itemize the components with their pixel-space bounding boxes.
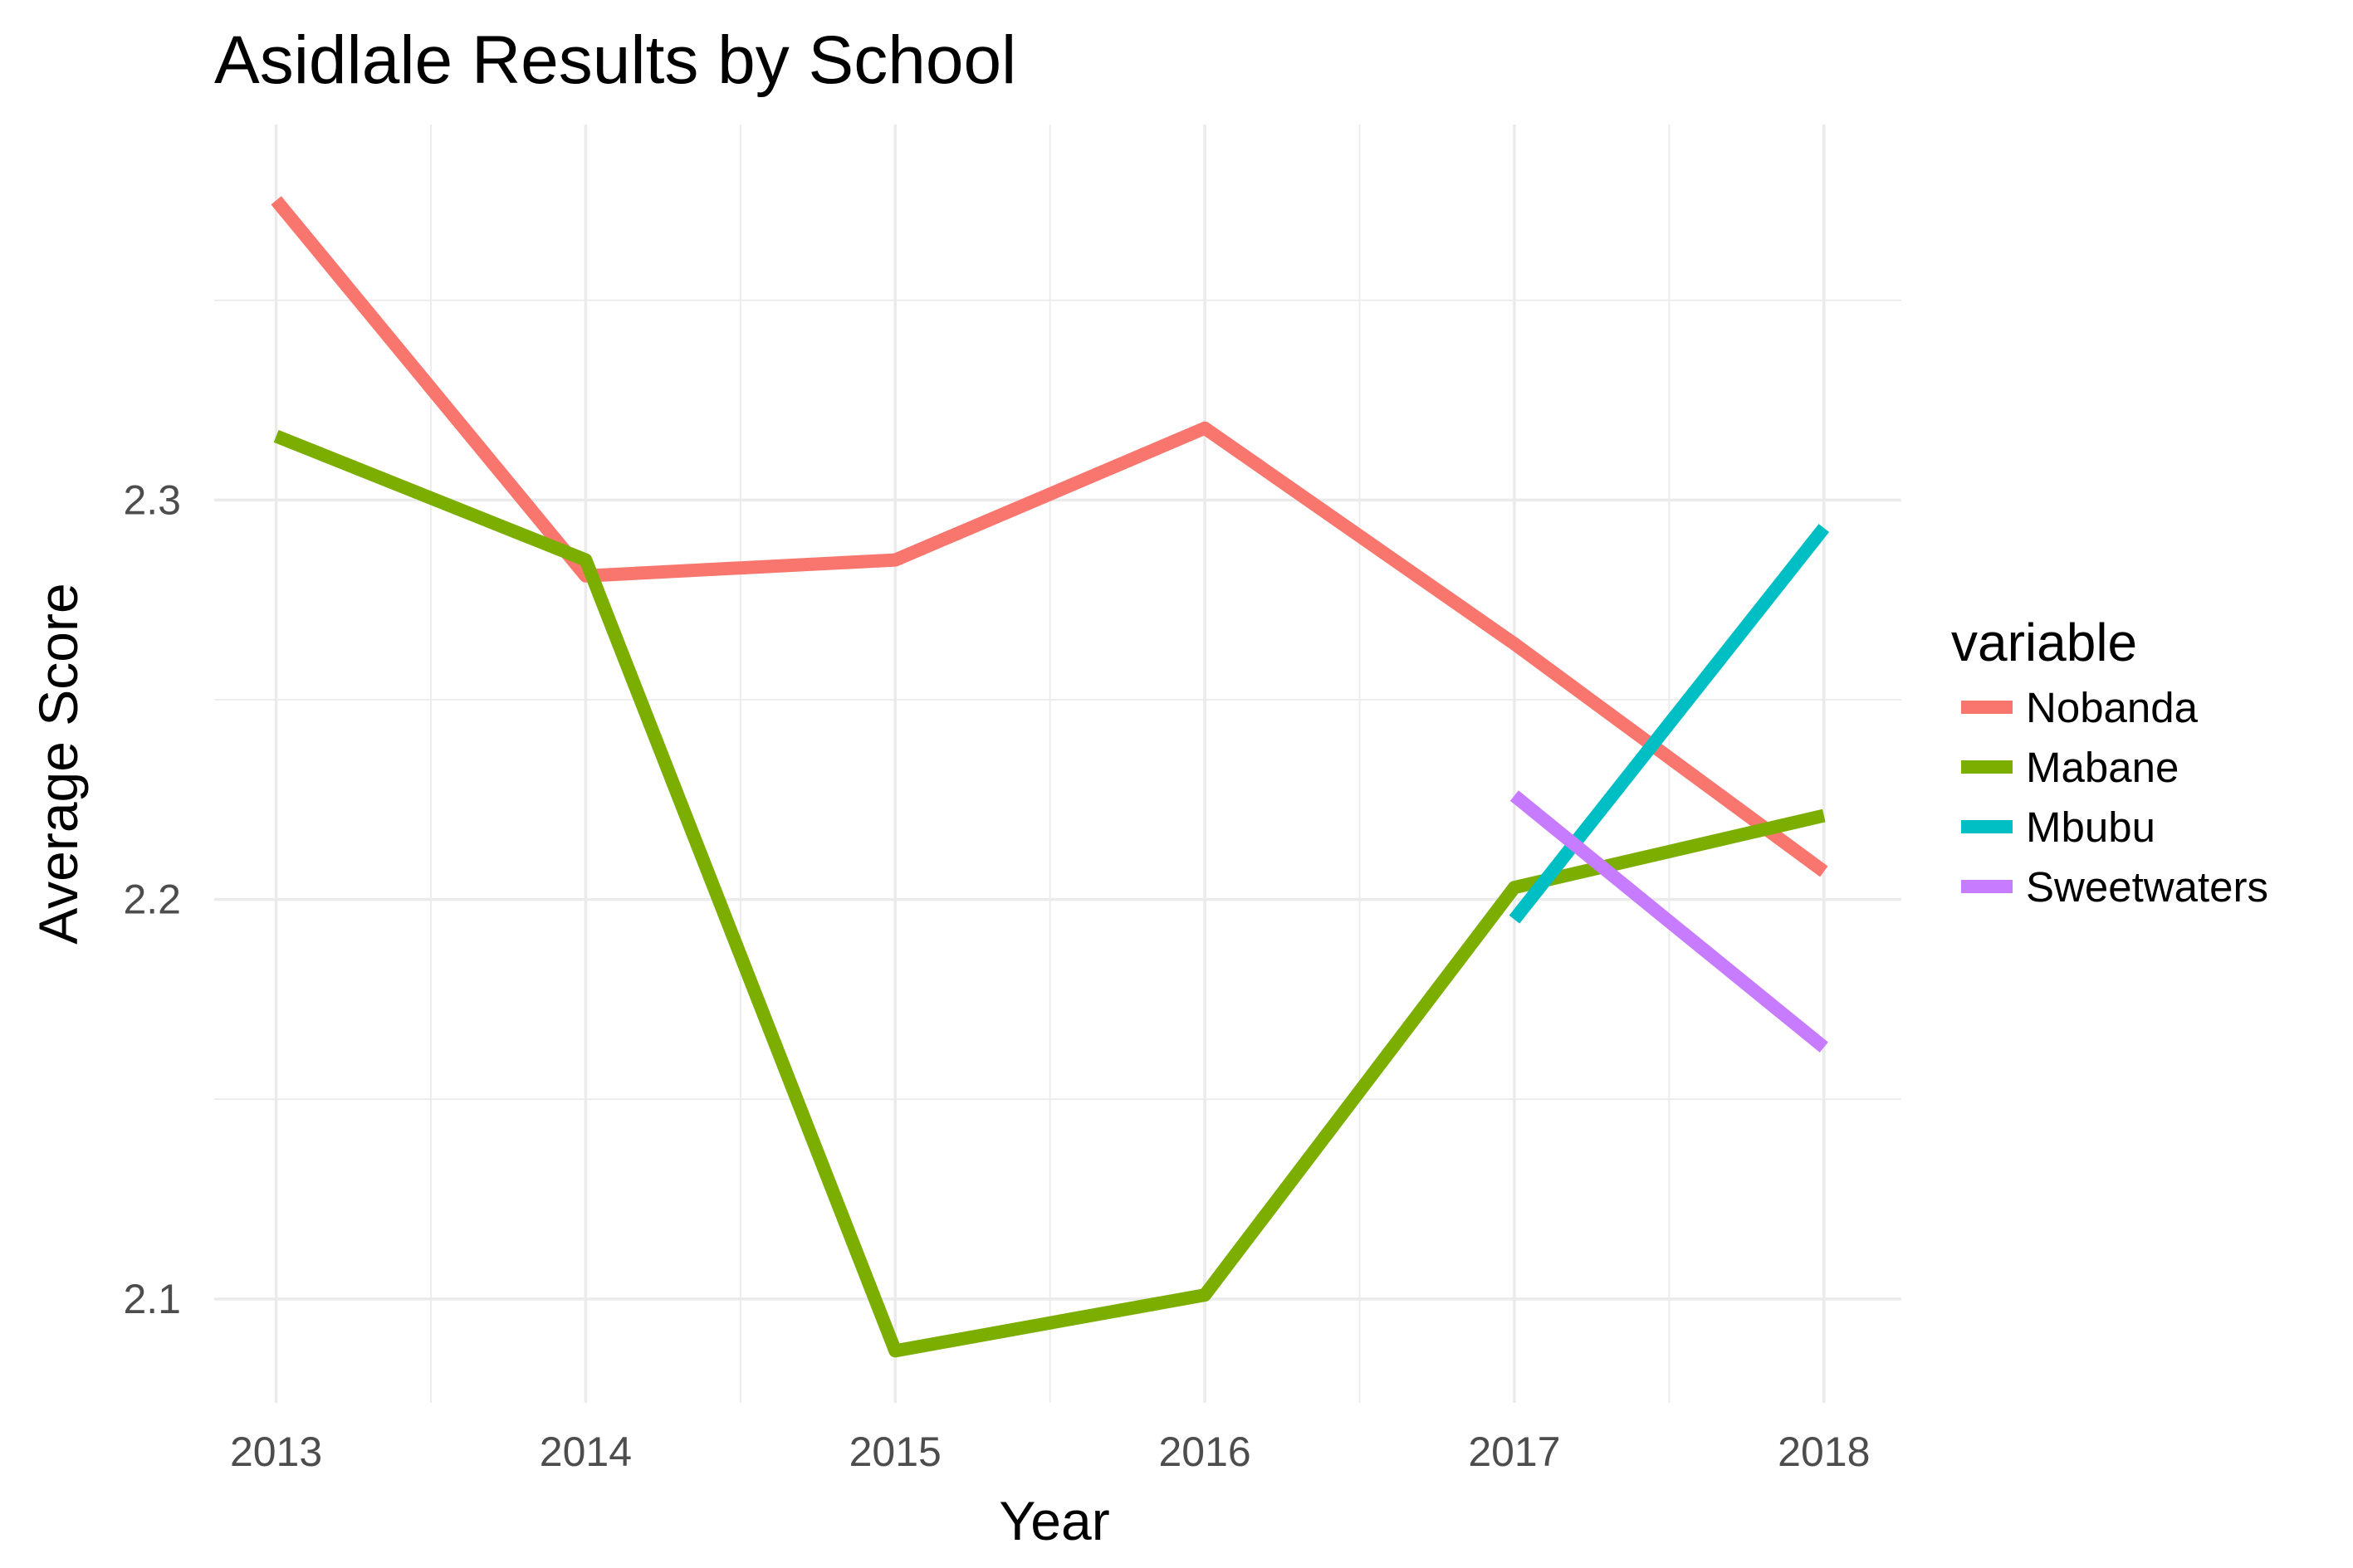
y-tick-label: 2.3 xyxy=(123,476,181,523)
legend-item-nobanda: Nobanda xyxy=(1961,684,2199,731)
series-line-nobanda xyxy=(271,196,1828,877)
x-axis-title: Year xyxy=(999,1490,1109,1551)
legend-label: Mabane xyxy=(2026,744,2179,791)
legend-item-mbubu: Mbubu xyxy=(1961,804,2155,851)
series-line-sweetwaters xyxy=(1509,790,1828,1053)
x-tick-label: 2016 xyxy=(1158,1429,1250,1475)
x-tick-label: 2018 xyxy=(1778,1429,1870,1475)
x-axis-ticks: 2013 2014 2015 2016 2017 2018 xyxy=(230,1429,1870,1475)
grid xyxy=(214,125,1901,1403)
legend-label: Mbubu xyxy=(2026,804,2155,851)
legend-label: Sweetwaters xyxy=(2026,863,2268,911)
legend-item-sweetwaters: Sweetwaters xyxy=(1961,863,2268,911)
chart-title: Asidlale Results by School xyxy=(214,22,1016,98)
legend: variable Nobanda Mabane Mbubu Sweetwaters xyxy=(1951,613,2268,911)
legend-item-mabane: Mabane xyxy=(1961,744,2179,791)
series-lines xyxy=(271,196,1830,1358)
y-tick-label: 2.1 xyxy=(123,1276,181,1322)
y-tick-label: 2.2 xyxy=(123,877,181,923)
x-tick-label: 2015 xyxy=(849,1429,942,1475)
y-axis-title: Average Score xyxy=(27,583,89,944)
series-line-mabane xyxy=(273,429,1826,1358)
x-tick-label: 2014 xyxy=(540,1429,632,1475)
legend-items: Nobanda Mabane Mbubu Sweetwaters xyxy=(1961,684,2268,911)
x-tick-label: 2017 xyxy=(1468,1429,1560,1475)
legend-title: variable xyxy=(1951,613,2137,672)
legend-label: Nobanda xyxy=(2026,684,2199,731)
y-axis-ticks: 2.1 2.2 2.3 xyxy=(123,476,181,1322)
x-tick-label: 2013 xyxy=(230,1429,322,1475)
series-line-mbubu xyxy=(1509,524,1830,924)
